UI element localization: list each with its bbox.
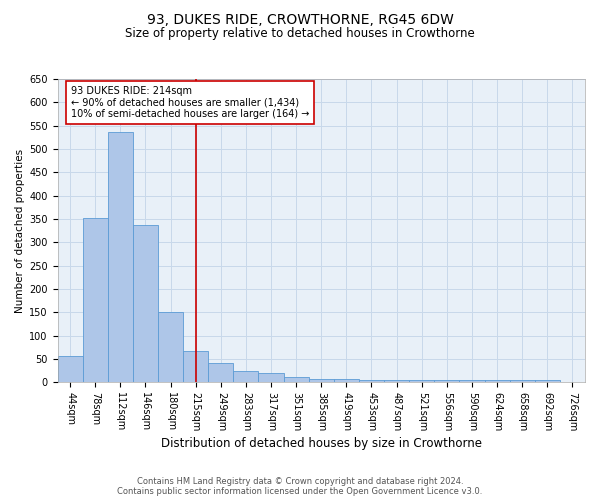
Bar: [334, 378, 359, 382]
Bar: [133, 224, 158, 382]
Text: Size of property relative to detached houses in Crowthorne: Size of property relative to detached ho…: [125, 28, 475, 40]
Bar: [409, 380, 434, 382]
Bar: [108, 132, 133, 382]
Bar: [284, 376, 308, 382]
X-axis label: Distribution of detached houses by size in Crowthorne: Distribution of detached houses by size …: [161, 437, 482, 450]
Text: Contains public sector information licensed under the Open Government Licence v3: Contains public sector information licen…: [118, 486, 482, 496]
Text: 93, DUKES RIDE, CROWTHORNE, RG45 6DW: 93, DUKES RIDE, CROWTHORNE, RG45 6DW: [146, 12, 454, 26]
Bar: [485, 380, 509, 382]
Text: Contains HM Land Registry data © Crown copyright and database right 2024.: Contains HM Land Registry data © Crown c…: [137, 476, 463, 486]
Bar: [208, 362, 233, 382]
Text: 93 DUKES RIDE: 214sqm
← 90% of detached houses are smaller (1,434)
10% of semi-d: 93 DUKES RIDE: 214sqm ← 90% of detached …: [71, 86, 309, 119]
Y-axis label: Number of detached properties: Number of detached properties: [15, 148, 25, 312]
Bar: [509, 380, 535, 382]
Bar: [158, 312, 183, 382]
Bar: [460, 380, 485, 382]
Bar: [308, 378, 334, 382]
Bar: [384, 380, 409, 382]
Bar: [233, 370, 259, 382]
Bar: [58, 356, 83, 382]
Bar: [83, 218, 108, 382]
Bar: [259, 373, 284, 382]
Bar: [183, 350, 208, 382]
Bar: [359, 380, 384, 382]
Bar: [434, 380, 460, 382]
Bar: [535, 380, 560, 382]
